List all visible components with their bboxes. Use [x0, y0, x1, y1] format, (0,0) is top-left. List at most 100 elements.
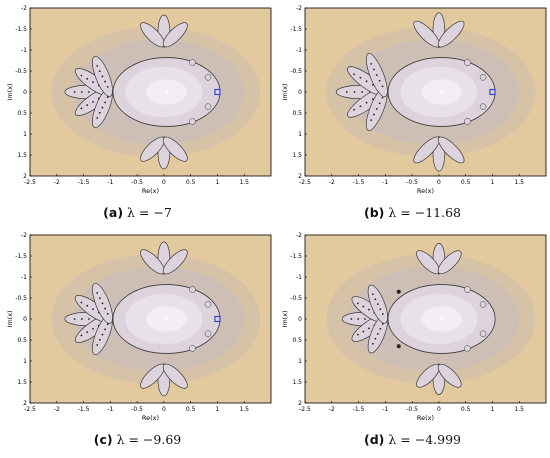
petal-bottom — [162, 136, 188, 162]
petal-bead — [106, 85, 109, 88]
y-tick-label: 1 — [298, 131, 302, 138]
y-tick-label: -2 — [21, 5, 27, 12]
x-tick-label: 1.5 — [514, 179, 524, 186]
x-tick-label: 0.5 — [461, 179, 471, 186]
y-tick-label: 2 — [298, 173, 302, 180]
petal-bead — [359, 76, 362, 79]
petal-bead — [378, 102, 381, 105]
x-tick-label: 0 — [162, 179, 166, 186]
fixed-point — [165, 90, 168, 94]
rim-lobe — [479, 301, 487, 308]
x-tick-label: 1.5 — [514, 406, 524, 413]
x-tick-label: -2 — [329, 179, 335, 186]
petal-bead — [98, 70, 101, 73]
rim-lobe — [464, 345, 471, 352]
petal-bead — [80, 74, 83, 77]
petal-bead — [101, 75, 104, 78]
x-tick-label: -1 — [107, 406, 113, 413]
y-tick-label: 0 — [298, 89, 302, 96]
petal-bead — [359, 105, 362, 108]
y-tick-label: 0 — [23, 316, 27, 323]
x-tick-label: -0.5 — [406, 406, 418, 413]
petal-bead — [86, 331, 89, 334]
petal-bead — [73, 91, 76, 93]
petal-bead — [345, 91, 348, 93]
rim-lobe — [464, 118, 471, 125]
rim-lobe — [204, 330, 212, 337]
petal-bead — [362, 330, 365, 333]
petal-bead — [362, 305, 365, 308]
y-tick-label: -2 — [296, 5, 302, 12]
x-tick-label: -2.5 — [24, 406, 36, 413]
y-tick-label: -1.5 — [290, 26, 302, 33]
petal-bead — [374, 337, 377, 340]
petal-bead — [88, 91, 90, 93]
petal-bead — [364, 318, 366, 320]
petal-bead — [101, 106, 104, 109]
x-tick-label: -1 — [382, 179, 388, 186]
caption-d: (d) λ = −4.999 — [275, 432, 550, 447]
petal-bead — [73, 318, 76, 320]
petal-bead — [96, 117, 99, 119]
rim-lobe — [189, 59, 196, 66]
y-tick-label: 1 — [23, 131, 27, 138]
x-axis-label: Re(x) — [142, 414, 159, 422]
y-tick-label: -0.5 — [290, 295, 302, 302]
petal-bead — [373, 113, 375, 116]
petal-bead — [80, 91, 83, 93]
petal-bead — [104, 307, 106, 310]
fixed-point — [440, 90, 443, 94]
x-tick-label: 0 — [437, 179, 441, 186]
petal-bead — [80, 107, 83, 110]
y-axis-label: Im(x) — [281, 83, 289, 100]
caption-b-letter: (b) — [364, 205, 385, 220]
x-tick-label: 1.5 — [239, 179, 249, 186]
y-axis-label: Im(x) — [6, 83, 14, 100]
y-tick-label: -1.5 — [290, 253, 302, 260]
petal-bead — [370, 119, 373, 122]
basin-region — [326, 12, 536, 172]
x-tick-label: -2 — [54, 179, 60, 186]
petal-bead — [80, 318, 83, 320]
petal-bead — [106, 312, 109, 315]
petal-top — [162, 22, 188, 48]
y-tick-label: -1 — [296, 47, 302, 54]
petal-bead — [104, 101, 106, 104]
x-tick-label: -2 — [54, 406, 60, 413]
rim-lobe — [204, 301, 212, 308]
petal-bead — [88, 318, 90, 320]
petal-bead — [379, 308, 382, 311]
x-tick-label: -2.5 — [299, 179, 311, 186]
y-axis-label: Im(x) — [6, 310, 14, 327]
petal-top — [437, 250, 462, 275]
x-tick-label: -2 — [329, 406, 335, 413]
petal-bead — [104, 328, 106, 331]
petal-bead — [80, 301, 83, 304]
y-tick-label: -1 — [296, 274, 302, 281]
x-tick-label: 0 — [437, 406, 441, 413]
x-tick-label: 0.5 — [186, 406, 196, 413]
rim-lobe — [479, 103, 487, 110]
y-tick-label: -1 — [21, 274, 27, 281]
petal-bead — [106, 323, 109, 326]
y-tick-label: 2 — [23, 173, 27, 180]
fixed-point — [440, 317, 443, 321]
petal-bead — [376, 303, 379, 306]
petal-bead — [98, 111, 101, 114]
petal-bead — [98, 338, 101, 341]
petal-bead — [92, 100, 94, 103]
caption-c: (c) λ = −9.69 — [0, 432, 275, 447]
x-tick-label: 1 — [491, 179, 495, 186]
basin-region — [51, 241, 261, 397]
petal-bead — [367, 308, 370, 311]
petal-bead — [98, 297, 101, 300]
rim-lobe — [189, 118, 196, 125]
y-tick-label: 0.5 — [292, 337, 302, 344]
x-tick-label: 0.5 — [461, 406, 471, 413]
x-tick-label: -1.5 — [78, 406, 90, 413]
petal-bead — [96, 292, 99, 294]
petal-bead — [350, 318, 353, 320]
petal-bead — [378, 79, 381, 82]
petal-bead — [101, 302, 104, 305]
petal-bead — [367, 327, 370, 330]
